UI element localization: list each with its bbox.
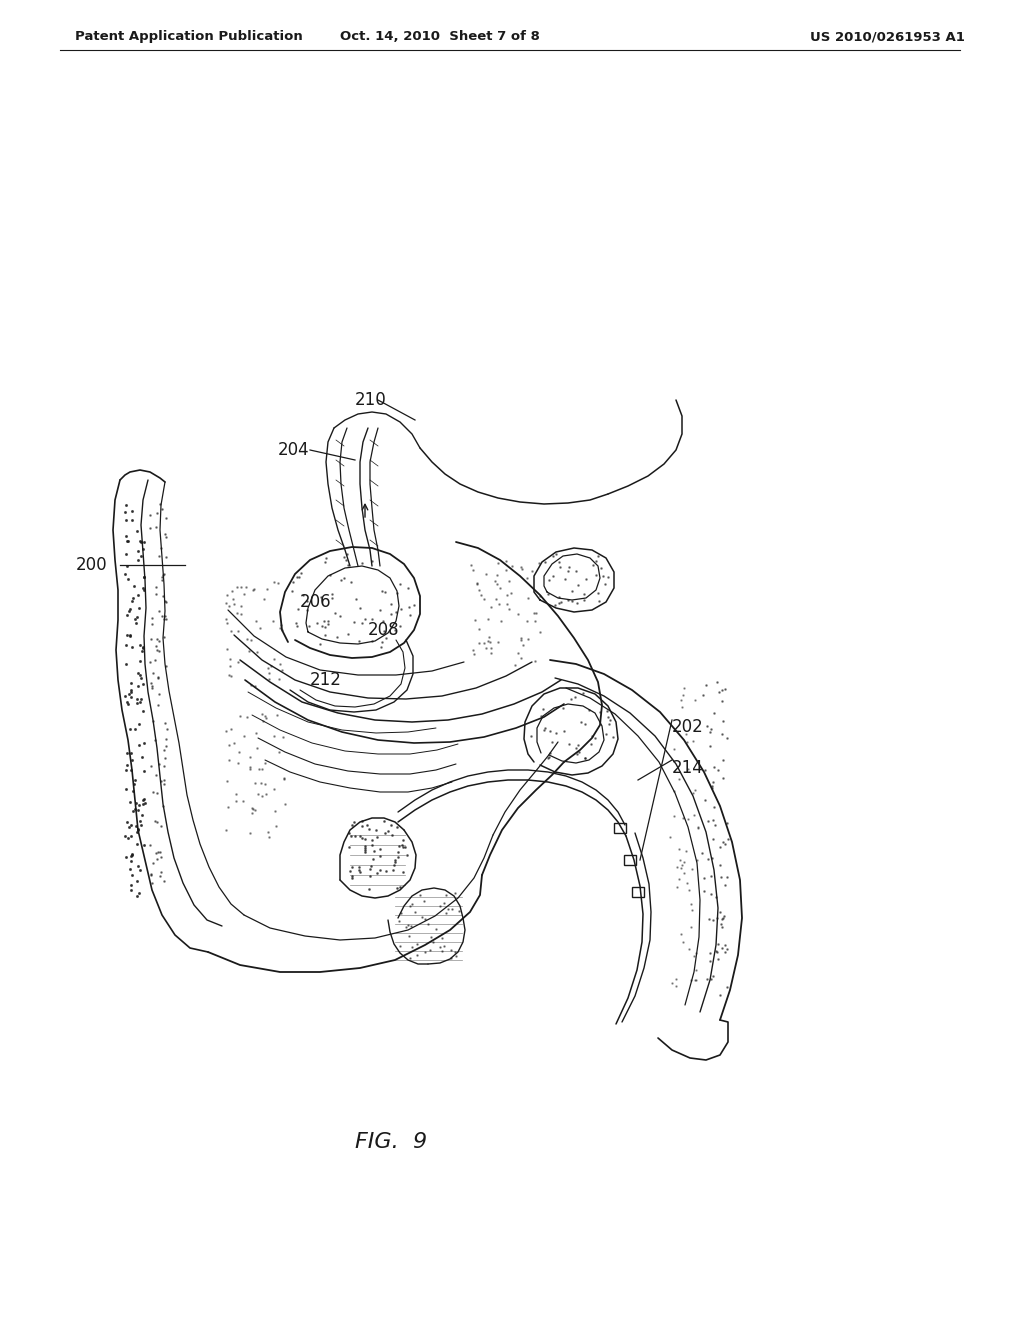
- Text: 214: 214: [672, 759, 703, 777]
- Text: FIG.  9: FIG. 9: [355, 1133, 427, 1152]
- Text: 208: 208: [368, 620, 399, 639]
- Text: Oct. 14, 2010  Sheet 7 of 8: Oct. 14, 2010 Sheet 7 of 8: [340, 30, 540, 44]
- Text: 210: 210: [355, 391, 387, 409]
- Text: US 2010/0261953 A1: US 2010/0261953 A1: [810, 30, 965, 44]
- Text: 200: 200: [76, 556, 108, 574]
- Text: 206: 206: [300, 593, 332, 611]
- Bar: [624, 855, 636, 865]
- Text: Patent Application Publication: Patent Application Publication: [75, 30, 303, 44]
- Bar: [614, 822, 626, 833]
- Bar: [632, 887, 644, 898]
- Text: 202: 202: [672, 718, 703, 737]
- Text: 212: 212: [310, 671, 342, 689]
- Text: 204: 204: [278, 441, 309, 459]
